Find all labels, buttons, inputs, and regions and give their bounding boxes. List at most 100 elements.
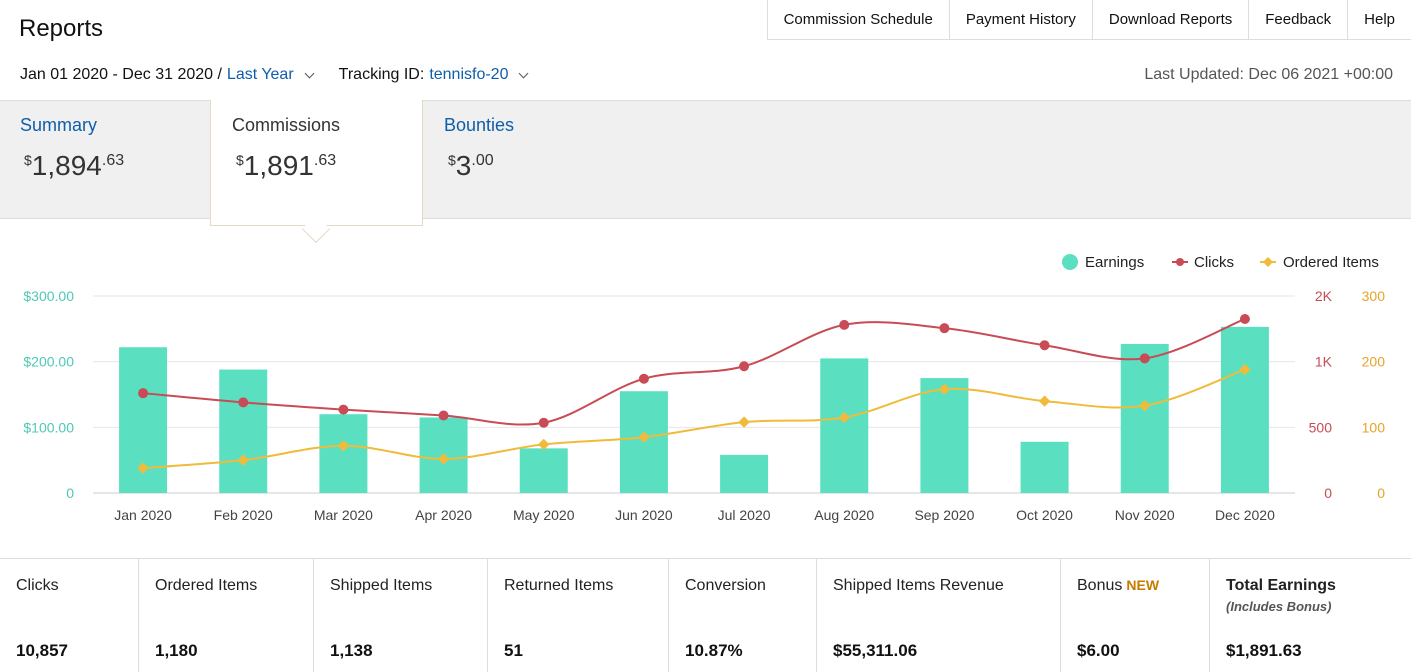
legend-items-swatch bbox=[1263, 257, 1273, 267]
x-axis-tick: Nov 2020 bbox=[1115, 507, 1175, 523]
earnings-bar bbox=[1120, 343, 1169, 493]
tab-summary[interactable]: Summary $1,894.63 bbox=[20, 115, 124, 182]
ordered-items-point bbox=[337, 440, 350, 452]
new-badge: NEW bbox=[1126, 577, 1160, 593]
x-axis-tick: Sep 2020 bbox=[914, 507, 974, 523]
stat-returned-items: Returned Items 51 bbox=[488, 559, 669, 672]
tracking-label: Tracking ID: bbox=[338, 66, 425, 83]
earnings-bars bbox=[119, 326, 1269, 493]
legend-earnings-swatch bbox=[1062, 254, 1078, 270]
ordered-items-point bbox=[538, 438, 550, 451]
download-reports-link[interactable]: Download Reports bbox=[1093, 0, 1250, 40]
x-axis-tick: Feb 2020 bbox=[214, 507, 273, 523]
report-filters: Jan 01 2020 - Dec 31 2020 / Last Year Tr… bbox=[20, 66, 529, 84]
ordered-items-line bbox=[143, 368, 1246, 470]
left-axis-tick: $200.00 bbox=[23, 354, 74, 370]
clicks-axis-tick: 2K bbox=[1315, 288, 1333, 304]
x-axis-tick: Oct 2020 bbox=[1016, 507, 1073, 523]
clicks-point bbox=[1139, 353, 1150, 364]
summary-amount: $1,894.63 bbox=[24, 150, 125, 181]
stat-clicks: Clicks 10,857 bbox=[0, 559, 139, 672]
ordered-items-point bbox=[1139, 400, 1151, 412]
clicks-point bbox=[1039, 340, 1050, 351]
clicks-point bbox=[839, 319, 850, 330]
x-axis-tick: Jul 2020 bbox=[718, 507, 771, 523]
tab-bounties-label: Bounties bbox=[444, 115, 515, 135]
earnings-bar bbox=[1220, 326, 1269, 493]
commissions-amount: $1,891.63 bbox=[236, 150, 337, 181]
clicks-axis-tick: 1K bbox=[1315, 354, 1333, 370]
chart-axes: 0 0 0 $100.00 500 100 $200.00 1K 200 $300.00 2K 300… bbox=[23, 288, 1385, 523]
clicks-axis-tick: 0 bbox=[1324, 485, 1332, 501]
tracking-id-value: tennisfo-20 bbox=[429, 66, 509, 83]
chevron-down-icon bbox=[519, 68, 529, 79]
ordered-items-point bbox=[237, 454, 249, 466]
tracking-id-picker[interactable]: Tracking ID: tennisfo-20 bbox=[338, 66, 529, 84]
legend-clicks-swatch bbox=[1176, 258, 1184, 266]
date-range-picker[interactable]: Jan 01 2020 - Dec 31 2020 / Last Year bbox=[20, 66, 315, 84]
ordered-items-point bbox=[638, 431, 650, 443]
items-axis-tick: 200 bbox=[1362, 354, 1386, 370]
stat-shipped-items: Shipped Items 1,138 bbox=[314, 559, 488, 672]
active-tab-panel bbox=[210, 100, 423, 226]
chart-lines bbox=[137, 313, 1251, 474]
tab-commissions-label: Commissions bbox=[232, 115, 341, 135]
x-axis-tick: Dec 2020 bbox=[1215, 507, 1275, 523]
last-updated-text: Last Updated: Dec 06 2021 +00:00 bbox=[1144, 66, 1393, 83]
clicks-line bbox=[142, 318, 1246, 426]
x-axis-tick: Jun 2020 bbox=[615, 507, 673, 523]
clicks-point bbox=[338, 404, 349, 415]
earnings-bar bbox=[1020, 441, 1069, 493]
clicks-point bbox=[739, 361, 750, 372]
earnings-bar bbox=[319, 414, 368, 493]
x-axis-tick: Mar 2020 bbox=[314, 507, 373, 523]
payment-history-link[interactable]: Payment History bbox=[950, 0, 1093, 40]
chart-legend: Earnings Clicks Ordered Items bbox=[1062, 254, 1379, 271]
ordered-items-point bbox=[1038, 395, 1051, 407]
legend-items-label: Ordered Items bbox=[1283, 254, 1379, 271]
page-title: Reports bbox=[19, 15, 104, 42]
stat-bonus: Bonus NEW $6.00 bbox=[1061, 559, 1210, 672]
clicks-point bbox=[138, 388, 149, 399]
earnings-bar bbox=[519, 448, 568, 493]
earnings-chart: Earnings Clicks Ordered Items 0 0 0 $100.00 50… bbox=[23, 254, 1385, 523]
top-nav: Commission Schedule Payment History Down… bbox=[766, 0, 1411, 40]
clicks-point bbox=[538, 417, 549, 428]
x-axis-tick: Apr 2020 bbox=[415, 507, 472, 523]
clicks-point bbox=[638, 373, 649, 384]
earnings-bar bbox=[219, 369, 268, 493]
tab-summary-label: Summary bbox=[20, 115, 98, 135]
clicks-point bbox=[1239, 313, 1250, 324]
earnings-bar bbox=[820, 358, 869, 493]
tab-commissions[interactable]: Commissions $1,891.63 bbox=[232, 115, 340, 182]
date-preset-text: Last Year bbox=[226, 66, 294, 83]
clicks-point bbox=[238, 397, 249, 408]
ordered-items-point bbox=[738, 416, 750, 428]
clicks-point bbox=[939, 323, 950, 334]
legend-clicks-label: Clicks bbox=[1194, 254, 1234, 271]
left-axis-tick: $300.00 bbox=[23, 288, 74, 304]
tab-bounties[interactable]: Bounties $3.00 bbox=[444, 115, 514, 182]
commission-schedule-link[interactable]: Commission Schedule bbox=[768, 0, 950, 40]
stat-shipped-items-revenue: Shipped Items Revenue $55,311.06 bbox=[817, 559, 1061, 672]
feedback-link[interactable]: Feedback bbox=[1249, 0, 1349, 40]
stat-conversion: Conversion 10.87% bbox=[669, 559, 817, 672]
ordered-items-point bbox=[137, 462, 149, 474]
help-link[interactable]: Help bbox=[1364, 11, 1395, 28]
items-axis-tick: 100 bbox=[1362, 419, 1386, 435]
stats-row: Clicks 10,857 Ordered Items 1,180 Shippe… bbox=[0, 558, 1411, 672]
x-axis-tick: May 2020 bbox=[513, 507, 575, 523]
stat-ordered-items: Ordered Items 1,180 bbox=[139, 559, 314, 672]
legend-earnings-label: Earnings bbox=[1085, 254, 1144, 271]
x-axis-tick: Jan 2020 bbox=[114, 507, 172, 523]
items-axis-tick: 300 bbox=[1362, 288, 1386, 304]
items-axis-tick: 0 bbox=[1377, 485, 1385, 501]
earnings-bar bbox=[720, 454, 769, 493]
bounties-amount: $3.00 bbox=[448, 150, 494, 181]
earnings-bar bbox=[920, 378, 969, 493]
chevron-down-icon bbox=[304, 68, 315, 79]
chart-grid bbox=[93, 295, 1295, 494]
ordered-items-point bbox=[838, 411, 850, 424]
clicks-axis-tick: 500 bbox=[1309, 419, 1333, 435]
left-axis-tick: 0 bbox=[66, 485, 74, 501]
